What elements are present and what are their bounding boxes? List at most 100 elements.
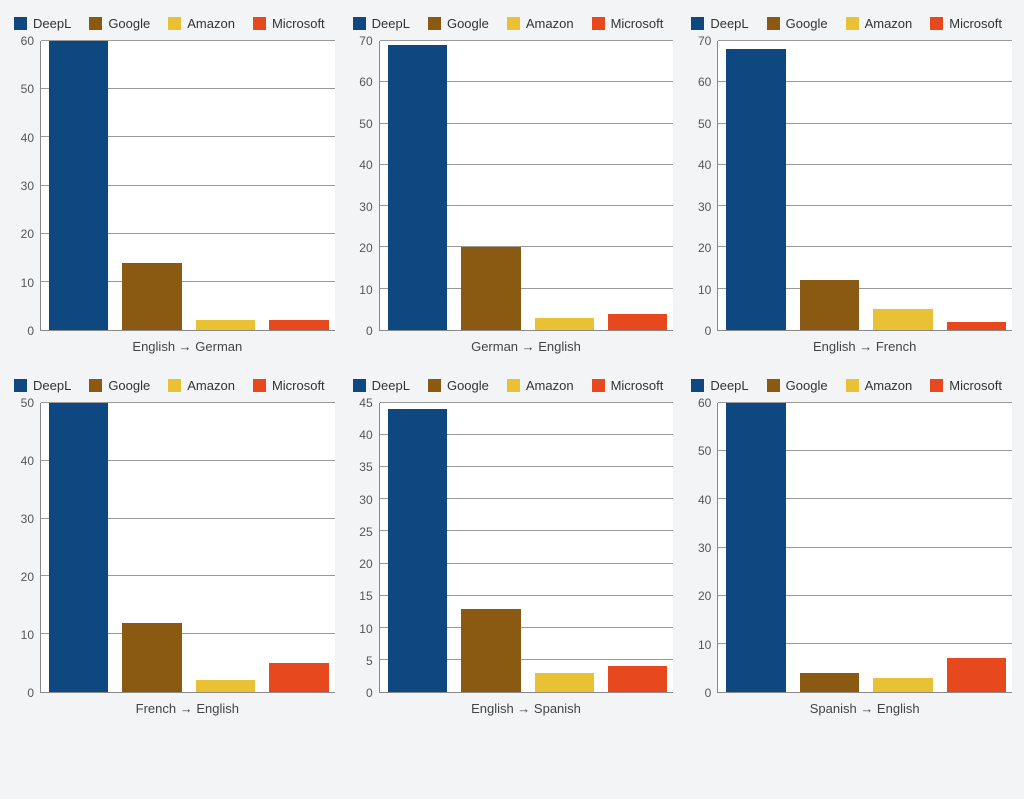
y-axis: 0102030405060 <box>12 41 40 331</box>
y-tick-label: 40 <box>21 132 34 144</box>
y-tick-label: 70 <box>698 35 711 47</box>
legend-label: Google <box>447 16 489 31</box>
legend-swatch <box>846 17 859 30</box>
plot-area: 051015202530354045 <box>351 403 674 693</box>
legend-item-amazon: Amazon <box>168 378 235 393</box>
legend-swatch <box>767 17 780 30</box>
y-axis: 0102030405060 <box>689 403 717 693</box>
bar-amazon <box>873 309 932 330</box>
bar-microsoft <box>608 314 667 331</box>
chart-panel: DeepL Google Amazon Microsoft 0102030405060S… <box>689 374 1012 720</box>
y-tick-label: 60 <box>359 76 372 88</box>
y-tick-label: 30 <box>359 201 372 213</box>
chart-legend: DeepLGoogleAmazonMicrosoft <box>351 374 674 403</box>
chart-panel: DeepLGoogleAmazonMicrosoft01020304050Fre… <box>12 374 335 720</box>
chart-grid: DeepLGoogleAmazonMicrosoft0102030405060E… <box>12 12 1012 720</box>
legend-swatch <box>767 379 780 392</box>
legend-label: Microsoft <box>272 378 325 393</box>
bar-deepl <box>49 41 108 330</box>
legend-item-deepl: DeepL <box>353 16 410 31</box>
x-axis-label: Spanish → English <box>689 693 1012 720</box>
legend-swatch <box>507 379 520 392</box>
chart-panel: DeepLGoogleAmazonMicrosoft05101520253035… <box>351 374 674 720</box>
y-tick-label: 50 <box>698 445 711 457</box>
chart-legend: DeepL Google Amazon Microsoft <box>689 12 1012 41</box>
chart-legend: DeepLGoogleAmazonMicrosoft <box>12 374 335 403</box>
y-tick-label: 10 <box>359 623 372 635</box>
legend-swatch <box>930 17 943 30</box>
y-tick-label: 30 <box>21 513 34 525</box>
y-tick-label: 30 <box>698 201 711 213</box>
legend-item-deepl: DeepL <box>691 378 748 393</box>
legend-label: Amazon <box>526 378 574 393</box>
legend-item-deepl: DeepL <box>691 16 748 31</box>
legend-label: DeepL <box>372 16 410 31</box>
legend-swatch <box>253 17 266 30</box>
y-tick-label: 50 <box>698 118 711 130</box>
y-tick-label: 20 <box>698 242 711 254</box>
legend-item-microsoft: Microsoft <box>930 16 1002 31</box>
legend-swatch <box>89 17 102 30</box>
legend-item-google: Google <box>89 378 150 393</box>
bar-google <box>461 609 520 692</box>
legend-item-microsoft: Microsoft <box>592 378 664 393</box>
chart-panel: DeepLGoogleAmazonMicrosoft01020304050607… <box>689 12 1012 358</box>
legend-label: Amazon <box>865 378 913 393</box>
plot-area: 0102030405060 <box>12 41 335 331</box>
legend-label: Amazon <box>865 16 913 31</box>
plot-surface <box>379 41 674 331</box>
legend-swatch <box>353 17 366 30</box>
bar-group <box>41 41 335 330</box>
legend-swatch <box>592 379 605 392</box>
chart-legend: DeepL Google Amazon Microsoft <box>689 374 1012 403</box>
bar-group <box>718 41 1012 330</box>
y-tick-label: 0 <box>366 325 373 337</box>
legend-label: DeepL <box>33 16 71 31</box>
bar-google <box>122 263 181 330</box>
y-axis: 01020304050 <box>12 403 40 693</box>
legend-item-google: Google <box>428 378 489 393</box>
legend-swatch <box>691 17 704 30</box>
legend-label: DeepL <box>710 378 748 393</box>
bar-google <box>122 623 181 692</box>
y-tick-label: 40 <box>21 455 34 467</box>
legend-label: Amazon <box>526 16 574 31</box>
legend-swatch <box>253 379 266 392</box>
plot-surface <box>40 403 335 693</box>
plot-surface <box>40 41 335 331</box>
y-tick-label: 35 <box>359 461 372 473</box>
bar-microsoft <box>947 322 1006 330</box>
y-tick-label: 25 <box>359 526 372 538</box>
legend-swatch <box>14 379 27 392</box>
legend-item-amazon: Amazon <box>168 16 235 31</box>
x-axis-label: English → German <box>12 331 335 358</box>
legend-item-google: Google <box>767 16 828 31</box>
bar-amazon <box>196 680 255 692</box>
plot-area: 0102030405060 <box>689 403 1012 693</box>
y-tick-label: 60 <box>698 76 711 88</box>
bar-deepl <box>388 409 447 692</box>
legend-item-microsoft: Microsoft <box>592 16 664 31</box>
legend-item-microsoft: Microsoft <box>930 378 1002 393</box>
y-tick-label: 15 <box>359 590 372 602</box>
y-tick-label: 0 <box>705 325 712 337</box>
legend-item-microsoft: Microsoft <box>253 16 325 31</box>
plot-surface <box>717 403 1012 693</box>
plot-area: 010203040506070 <box>351 41 674 331</box>
bar-deepl <box>49 403 108 692</box>
bar-deepl <box>726 49 785 330</box>
legend-label: Google <box>108 378 150 393</box>
chart-legend: DeepL Google Amazon Microsoft <box>351 12 674 41</box>
y-tick-label: 0 <box>27 687 34 699</box>
bar-deepl <box>388 45 447 330</box>
bar-amazon <box>873 678 932 692</box>
y-tick-label: 40 <box>359 429 372 441</box>
bar-microsoft <box>269 320 328 330</box>
y-tick-label: 5 <box>366 655 373 667</box>
y-tick-label: 50 <box>21 397 34 409</box>
x-axis-label: French → English <box>12 693 335 720</box>
chart-panel: DeepLGoogleAmazonMicrosoft0102030405060E… <box>12 12 335 358</box>
y-tick-label: 60 <box>698 397 711 409</box>
legend-swatch <box>89 379 102 392</box>
legend-item-google: Google <box>767 378 828 393</box>
